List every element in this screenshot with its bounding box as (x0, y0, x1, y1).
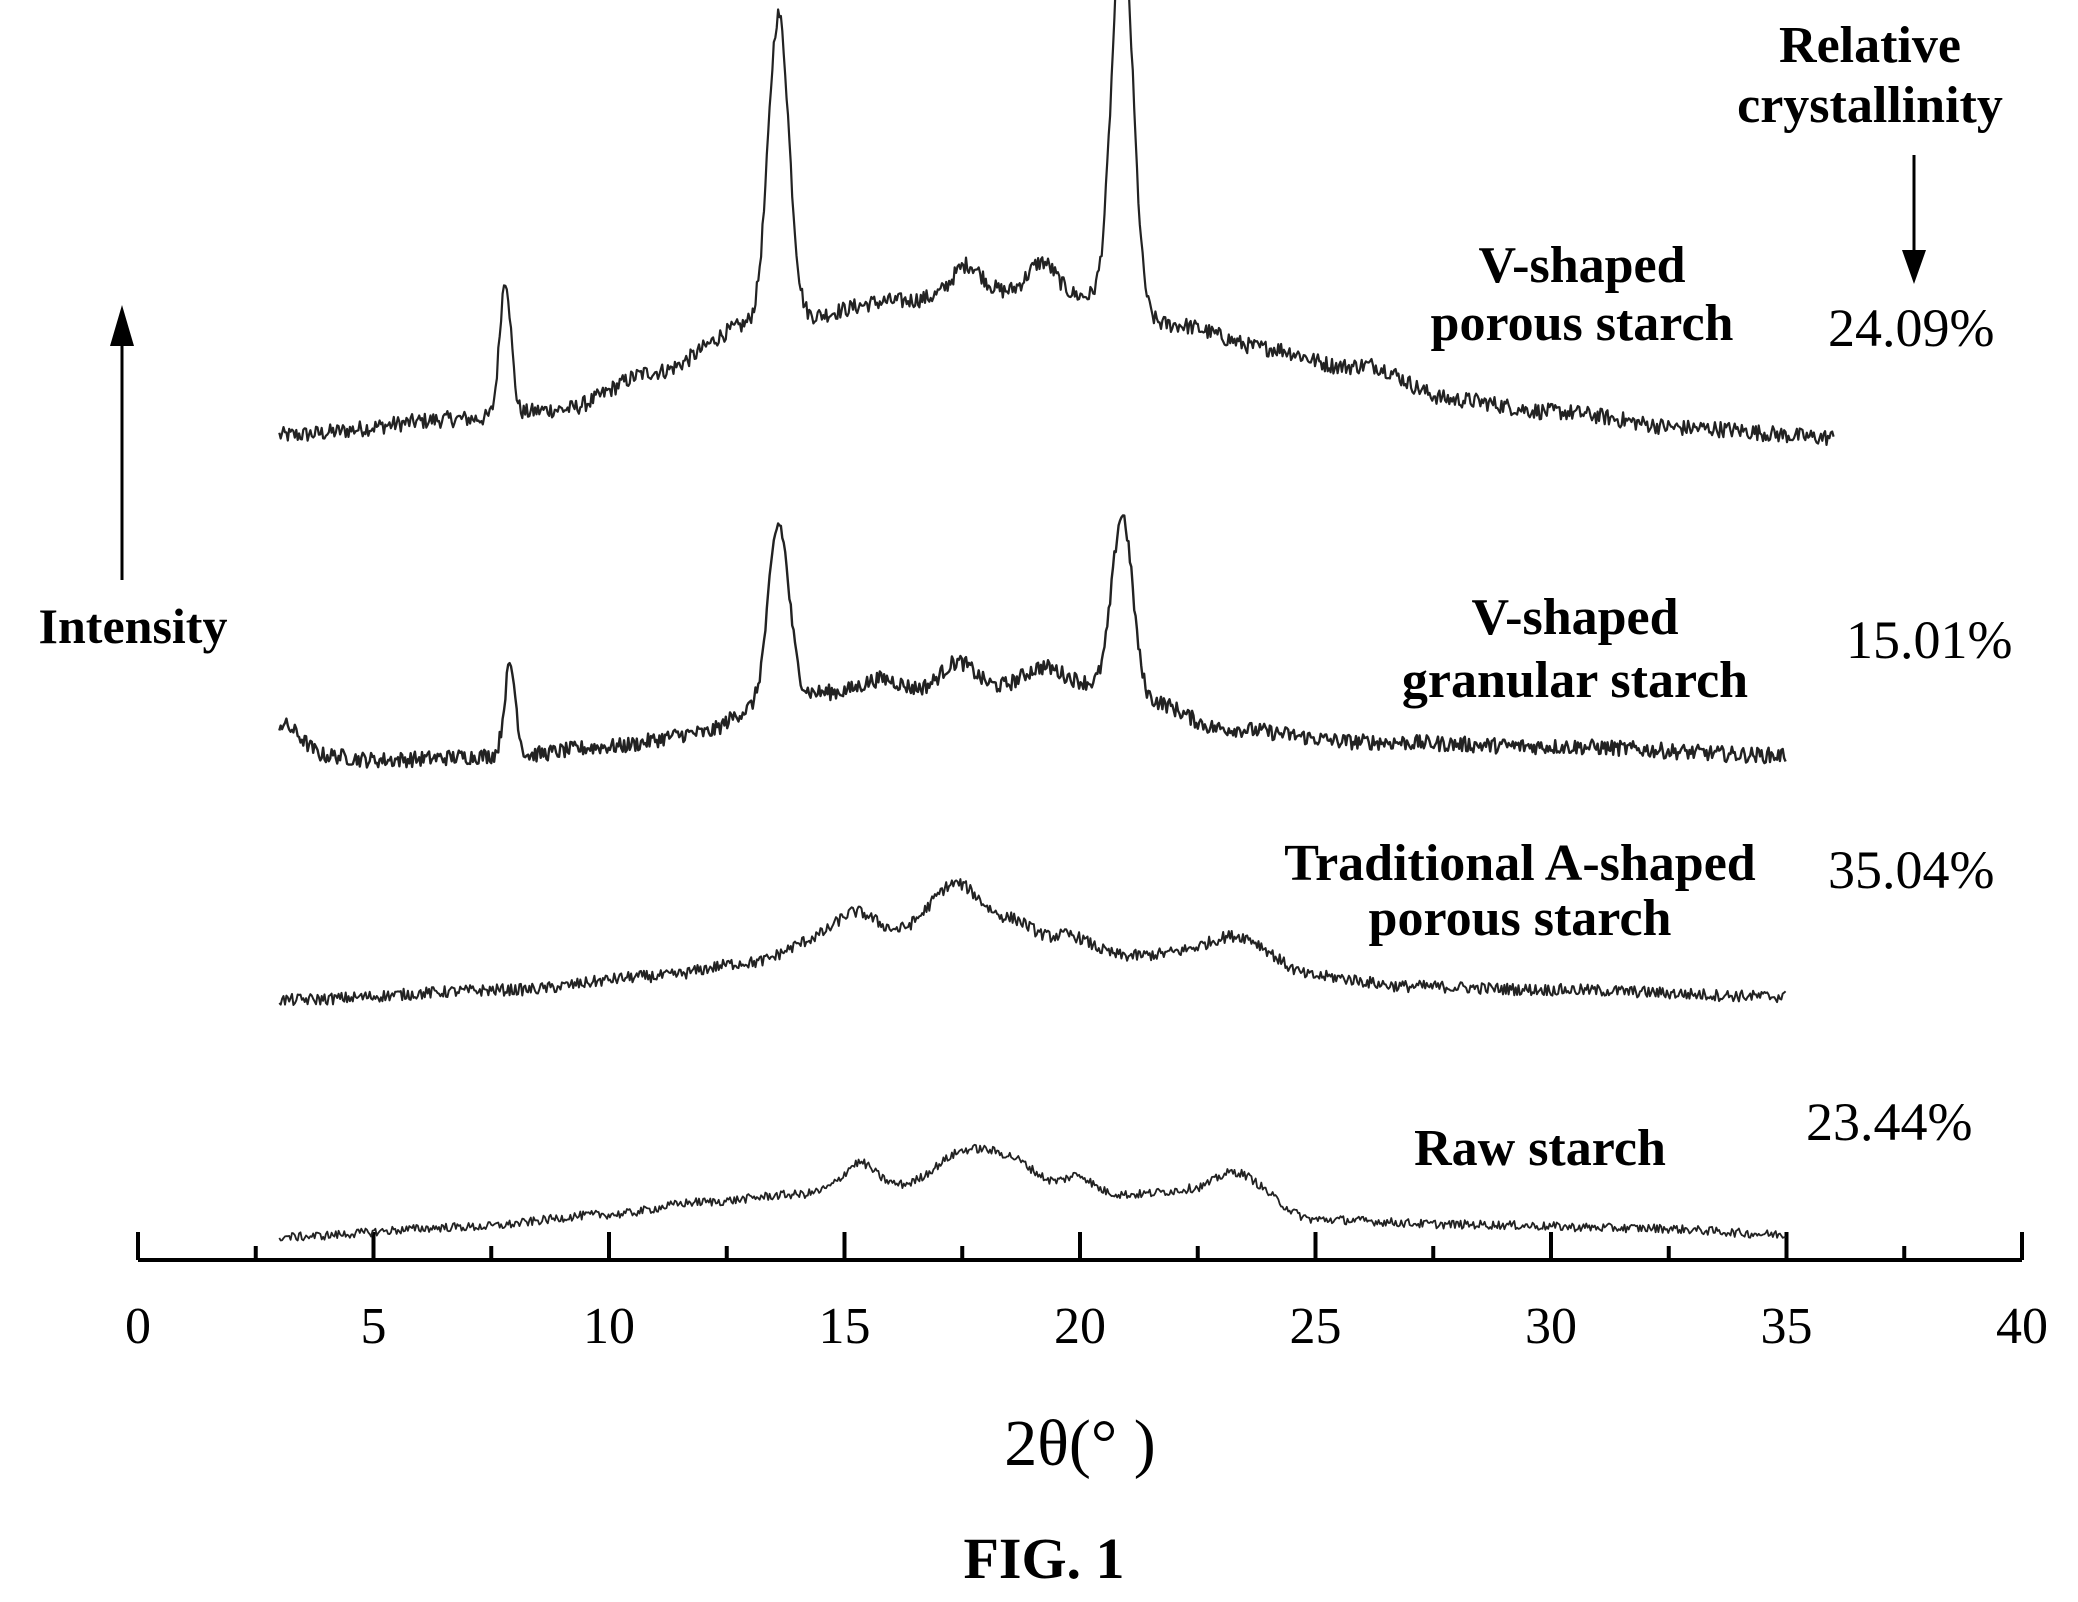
series-label-a-porous-line2: porous starch (1369, 890, 1672, 947)
series-label-v-porous-line1: V-shaped (1478, 237, 1685, 294)
crystallinity-arrow-head (1902, 250, 1926, 284)
crystallinity-header-line1: Relative (1779, 17, 1961, 74)
crystallinity-value-v-porous: 24.09% (1828, 298, 1994, 358)
x-tick-label: 40 (1996, 1298, 2048, 1355)
x-tick-label: 5 (361, 1298, 387, 1355)
series-line-1 (278, 0, 1835, 446)
x-tick-label: 15 (819, 1298, 871, 1355)
x-axis-label: 2θ(° ) (1004, 1407, 1155, 1480)
series-group (278, 0, 1835, 1242)
x-tick-label: 0 (125, 1298, 151, 1355)
series-line-4 (278, 1143, 1786, 1242)
crystallinity-header-line2: crystallinity (1737, 77, 2003, 134)
x-tick-label: 20 (1054, 1298, 1106, 1355)
x-axis-ticks: 0 5 10 15 20 25 30 35 40 (125, 1232, 2048, 1355)
series-label-a-porous-line1: Traditional A-shaped (1284, 835, 1756, 892)
y-axis-label: Intensity (39, 598, 228, 654)
x-tick-label: 35 (1761, 1298, 1813, 1355)
series-line-3 (278, 878, 1787, 1006)
series-label-raw: Raw starch (1414, 1120, 1666, 1177)
series-label-v-granular-line2: granular starch (1402, 652, 1748, 709)
crystallinity-value-v-granular: 15.01% (1846, 610, 2012, 670)
x-tick-label: 30 (1525, 1298, 1577, 1355)
x-tick-label: 10 (583, 1298, 635, 1355)
crystallinity-value-raw: 23.44% (1806, 1092, 1972, 1152)
x-tick-label: 25 (1290, 1298, 1342, 1355)
crystallinity-value-a-porous: 35.04% (1828, 840, 1994, 900)
series-label-v-porous-line2: porous starch (1431, 295, 1734, 352)
series-line-2 (278, 514, 1787, 769)
series-label-v-granular-line1: V-shaped (1471, 589, 1678, 646)
figure-label: FIG. 1 (963, 1526, 1124, 1591)
intensity-arrow-head (110, 305, 134, 346)
